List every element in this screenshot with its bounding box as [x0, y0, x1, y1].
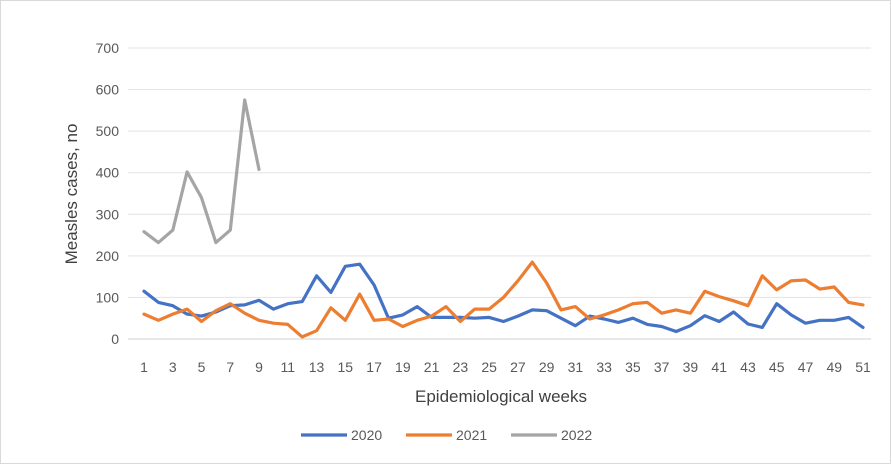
x-tick-label: 21 — [424, 359, 440, 375]
gridlines — [128, 47, 871, 340]
x-tick-label: 9 — [255, 359, 263, 375]
x-tick-label: 23 — [453, 359, 469, 375]
x-tick-label: 33 — [596, 359, 612, 375]
series-line-2022 — [142, 98, 261, 245]
x-tick-label: 11 — [281, 359, 296, 375]
y-axis-title: Measles cases, no — [62, 124, 81, 265]
x-tick-label: 19 — [395, 359, 411, 375]
series-line-2020 — [142, 262, 865, 334]
y-tick-label: 400 — [96, 165, 120, 181]
legend: 2020 2021 2022 — [301, 427, 592, 443]
x-tick-label: 15 — [338, 359, 354, 375]
x-axis-title: Epidemiological weeks — [415, 387, 587, 406]
x-tick-label: 37 — [654, 359, 670, 375]
y-tick-label: 200 — [96, 248, 120, 264]
x-tick-label: 51 — [855, 359, 871, 375]
x-tick-label: 17 — [366, 359, 382, 375]
x-tick-label: 49 — [826, 359, 842, 375]
y-axis-ticks: 0 100 200 300 400 500 600 700 — [96, 40, 120, 347]
x-tick-label: 41 — [711, 359, 727, 375]
x-tick-label: 31 — [568, 359, 584, 375]
series-line-2021 — [142, 260, 865, 339]
x-tick-label: 43 — [740, 359, 756, 375]
x-tick-label: 25 — [481, 359, 497, 375]
x-tick-label: 47 — [798, 359, 814, 375]
x-tick-label: 1 — [140, 359, 148, 375]
x-tick-label: 45 — [769, 359, 785, 375]
x-tick-label: 7 — [226, 359, 234, 375]
x-tick-label: 27 — [510, 359, 526, 375]
x-axis-ticks: 1 3 5 7 9 11 13 15 17 19 21 23 25 27 29 31 33 35 37 39 41 43 4… — [140, 359, 871, 375]
x-tick-label: 39 — [683, 359, 699, 375]
x-tick-label: 13 — [309, 359, 325, 375]
x-tick-label: 29 — [539, 359, 555, 375]
series-lines — [142, 98, 865, 339]
y-tick-label: 100 — [96, 289, 120, 305]
legend-label-2022: 2022 — [561, 427, 592, 443]
y-tick-label: 700 — [96, 40, 120, 56]
y-tick-label: 600 — [96, 82, 120, 98]
legend-label-2021: 2021 — [456, 427, 487, 443]
x-tick-label: 3 — [169, 359, 177, 375]
legend-label-2020: 2020 — [351, 427, 382, 443]
y-tick-label: 0 — [111, 331, 119, 347]
y-tick-label: 300 — [96, 206, 120, 222]
x-tick-label: 5 — [198, 359, 206, 375]
x-tick-label: 35 — [625, 359, 641, 375]
y-tick-label: 500 — [96, 123, 120, 139]
